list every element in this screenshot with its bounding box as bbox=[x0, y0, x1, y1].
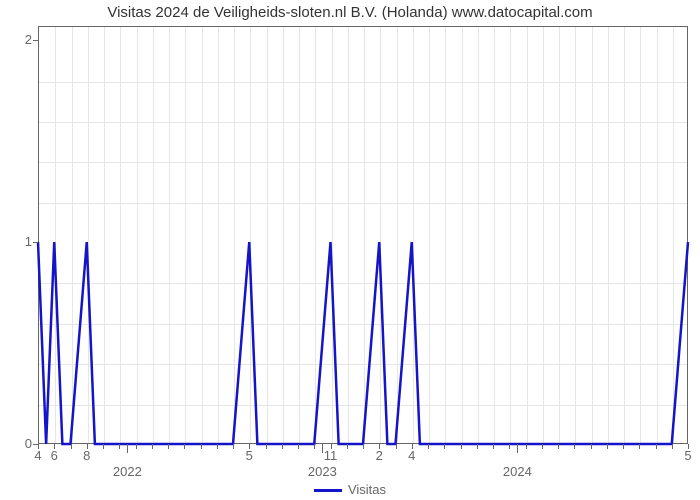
legend-label: Visitas bbox=[348, 482, 386, 497]
x-tick-label: 5 bbox=[246, 448, 253, 463]
x-tick-mark bbox=[558, 444, 559, 449]
x-year-label: 2022 bbox=[113, 464, 142, 479]
series-polyline bbox=[38, 242, 688, 444]
x-tick-mark bbox=[201, 444, 202, 449]
x-tick-label: 2 bbox=[376, 448, 383, 463]
x-tick-mark bbox=[607, 444, 608, 449]
x-tick-mark bbox=[428, 444, 429, 449]
x-tick-mark bbox=[363, 444, 364, 449]
x-tick-mark bbox=[282, 444, 283, 449]
x-tick-mark bbox=[233, 444, 234, 449]
x-tick-mark bbox=[119, 444, 120, 449]
x-tick-mark bbox=[168, 444, 169, 449]
x-tick-mark bbox=[103, 444, 104, 449]
x-year-label: 2024 bbox=[503, 464, 532, 479]
x-tick-mark bbox=[656, 444, 657, 449]
legend-swatch bbox=[314, 489, 342, 492]
x-tick-mark bbox=[526, 444, 527, 449]
x-tick-mark bbox=[672, 444, 673, 449]
chart-container: { "chart": { "type": "line", "title": "V… bbox=[0, 0, 700, 500]
x-tick-mark bbox=[87, 444, 88, 449]
x-tick-label: 8 bbox=[83, 448, 90, 463]
x-tick-mark bbox=[54, 444, 55, 449]
x-year-tick bbox=[517, 444, 518, 453]
x-tick-label: 4 bbox=[34, 448, 41, 463]
x-tick-mark bbox=[493, 444, 494, 449]
x-tick-mark bbox=[623, 444, 624, 449]
y-tick-mark bbox=[33, 40, 38, 41]
x-tick-mark bbox=[331, 444, 332, 449]
x-tick-mark bbox=[444, 444, 445, 449]
x-year-tick bbox=[127, 444, 128, 453]
x-tick-mark bbox=[249, 444, 250, 449]
y-tick-label: 1 bbox=[8, 234, 32, 249]
x-tick-mark bbox=[152, 444, 153, 449]
x-tick-mark bbox=[347, 444, 348, 449]
x-tick-label: 5 bbox=[684, 448, 691, 463]
line-series bbox=[0, 0, 700, 500]
x-tick-mark bbox=[574, 444, 575, 449]
x-tick-mark bbox=[71, 444, 72, 449]
x-tick-mark bbox=[396, 444, 397, 449]
x-tick-mark bbox=[542, 444, 543, 449]
y-tick-mark bbox=[33, 242, 38, 243]
x-tick-mark bbox=[314, 444, 315, 449]
x-year-tick bbox=[322, 444, 323, 453]
y-tick-label: 2 bbox=[8, 32, 32, 47]
x-tick-mark bbox=[688, 444, 689, 449]
x-tick-mark bbox=[38, 444, 39, 449]
x-tick-mark bbox=[477, 444, 478, 449]
x-tick-label: 6 bbox=[51, 448, 58, 463]
x-tick-mark bbox=[298, 444, 299, 449]
x-tick-mark bbox=[379, 444, 380, 449]
x-tick-label: 11 bbox=[324, 448, 338, 463]
x-tick-mark bbox=[509, 444, 510, 449]
x-tick-mark bbox=[591, 444, 592, 449]
y-tick-label: 0 bbox=[8, 436, 32, 451]
x-tick-mark bbox=[461, 444, 462, 449]
x-year-label: 2023 bbox=[308, 464, 337, 479]
x-tick-label: 4 bbox=[408, 448, 415, 463]
x-tick-mark bbox=[266, 444, 267, 449]
x-tick-mark bbox=[639, 444, 640, 449]
x-tick-mark bbox=[217, 444, 218, 449]
x-tick-mark bbox=[412, 444, 413, 449]
x-tick-mark bbox=[136, 444, 137, 449]
x-tick-mark bbox=[184, 444, 185, 449]
legend: Visitas bbox=[0, 482, 700, 497]
